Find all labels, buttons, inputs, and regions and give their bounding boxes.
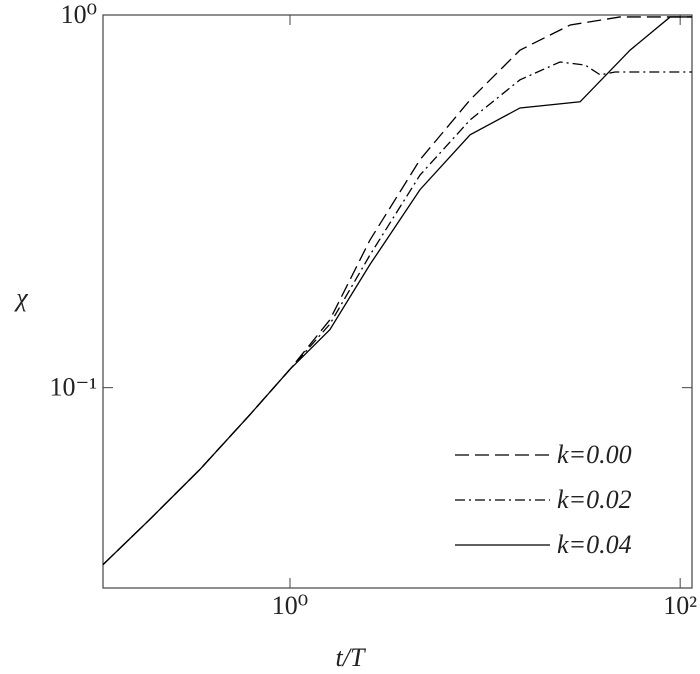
series-line: [102, 16, 692, 566]
legend-label: k=0.04: [557, 530, 632, 559]
legend-label: k=0.00: [557, 440, 632, 469]
x-axis-label: t/T: [336, 643, 366, 672]
x-tick-label: 10²: [663, 591, 697, 620]
y-axis-label: χ: [13, 283, 28, 312]
y-tick-label: 10⁻¹: [49, 373, 97, 402]
legend-label: k=0.02: [557, 485, 632, 514]
y-tick-label: 10⁰: [61, 0, 97, 29]
plot-frame: [102, 14, 693, 589]
x-tick-label: 10⁰: [272, 591, 308, 620]
series-line: [102, 16, 692, 566]
